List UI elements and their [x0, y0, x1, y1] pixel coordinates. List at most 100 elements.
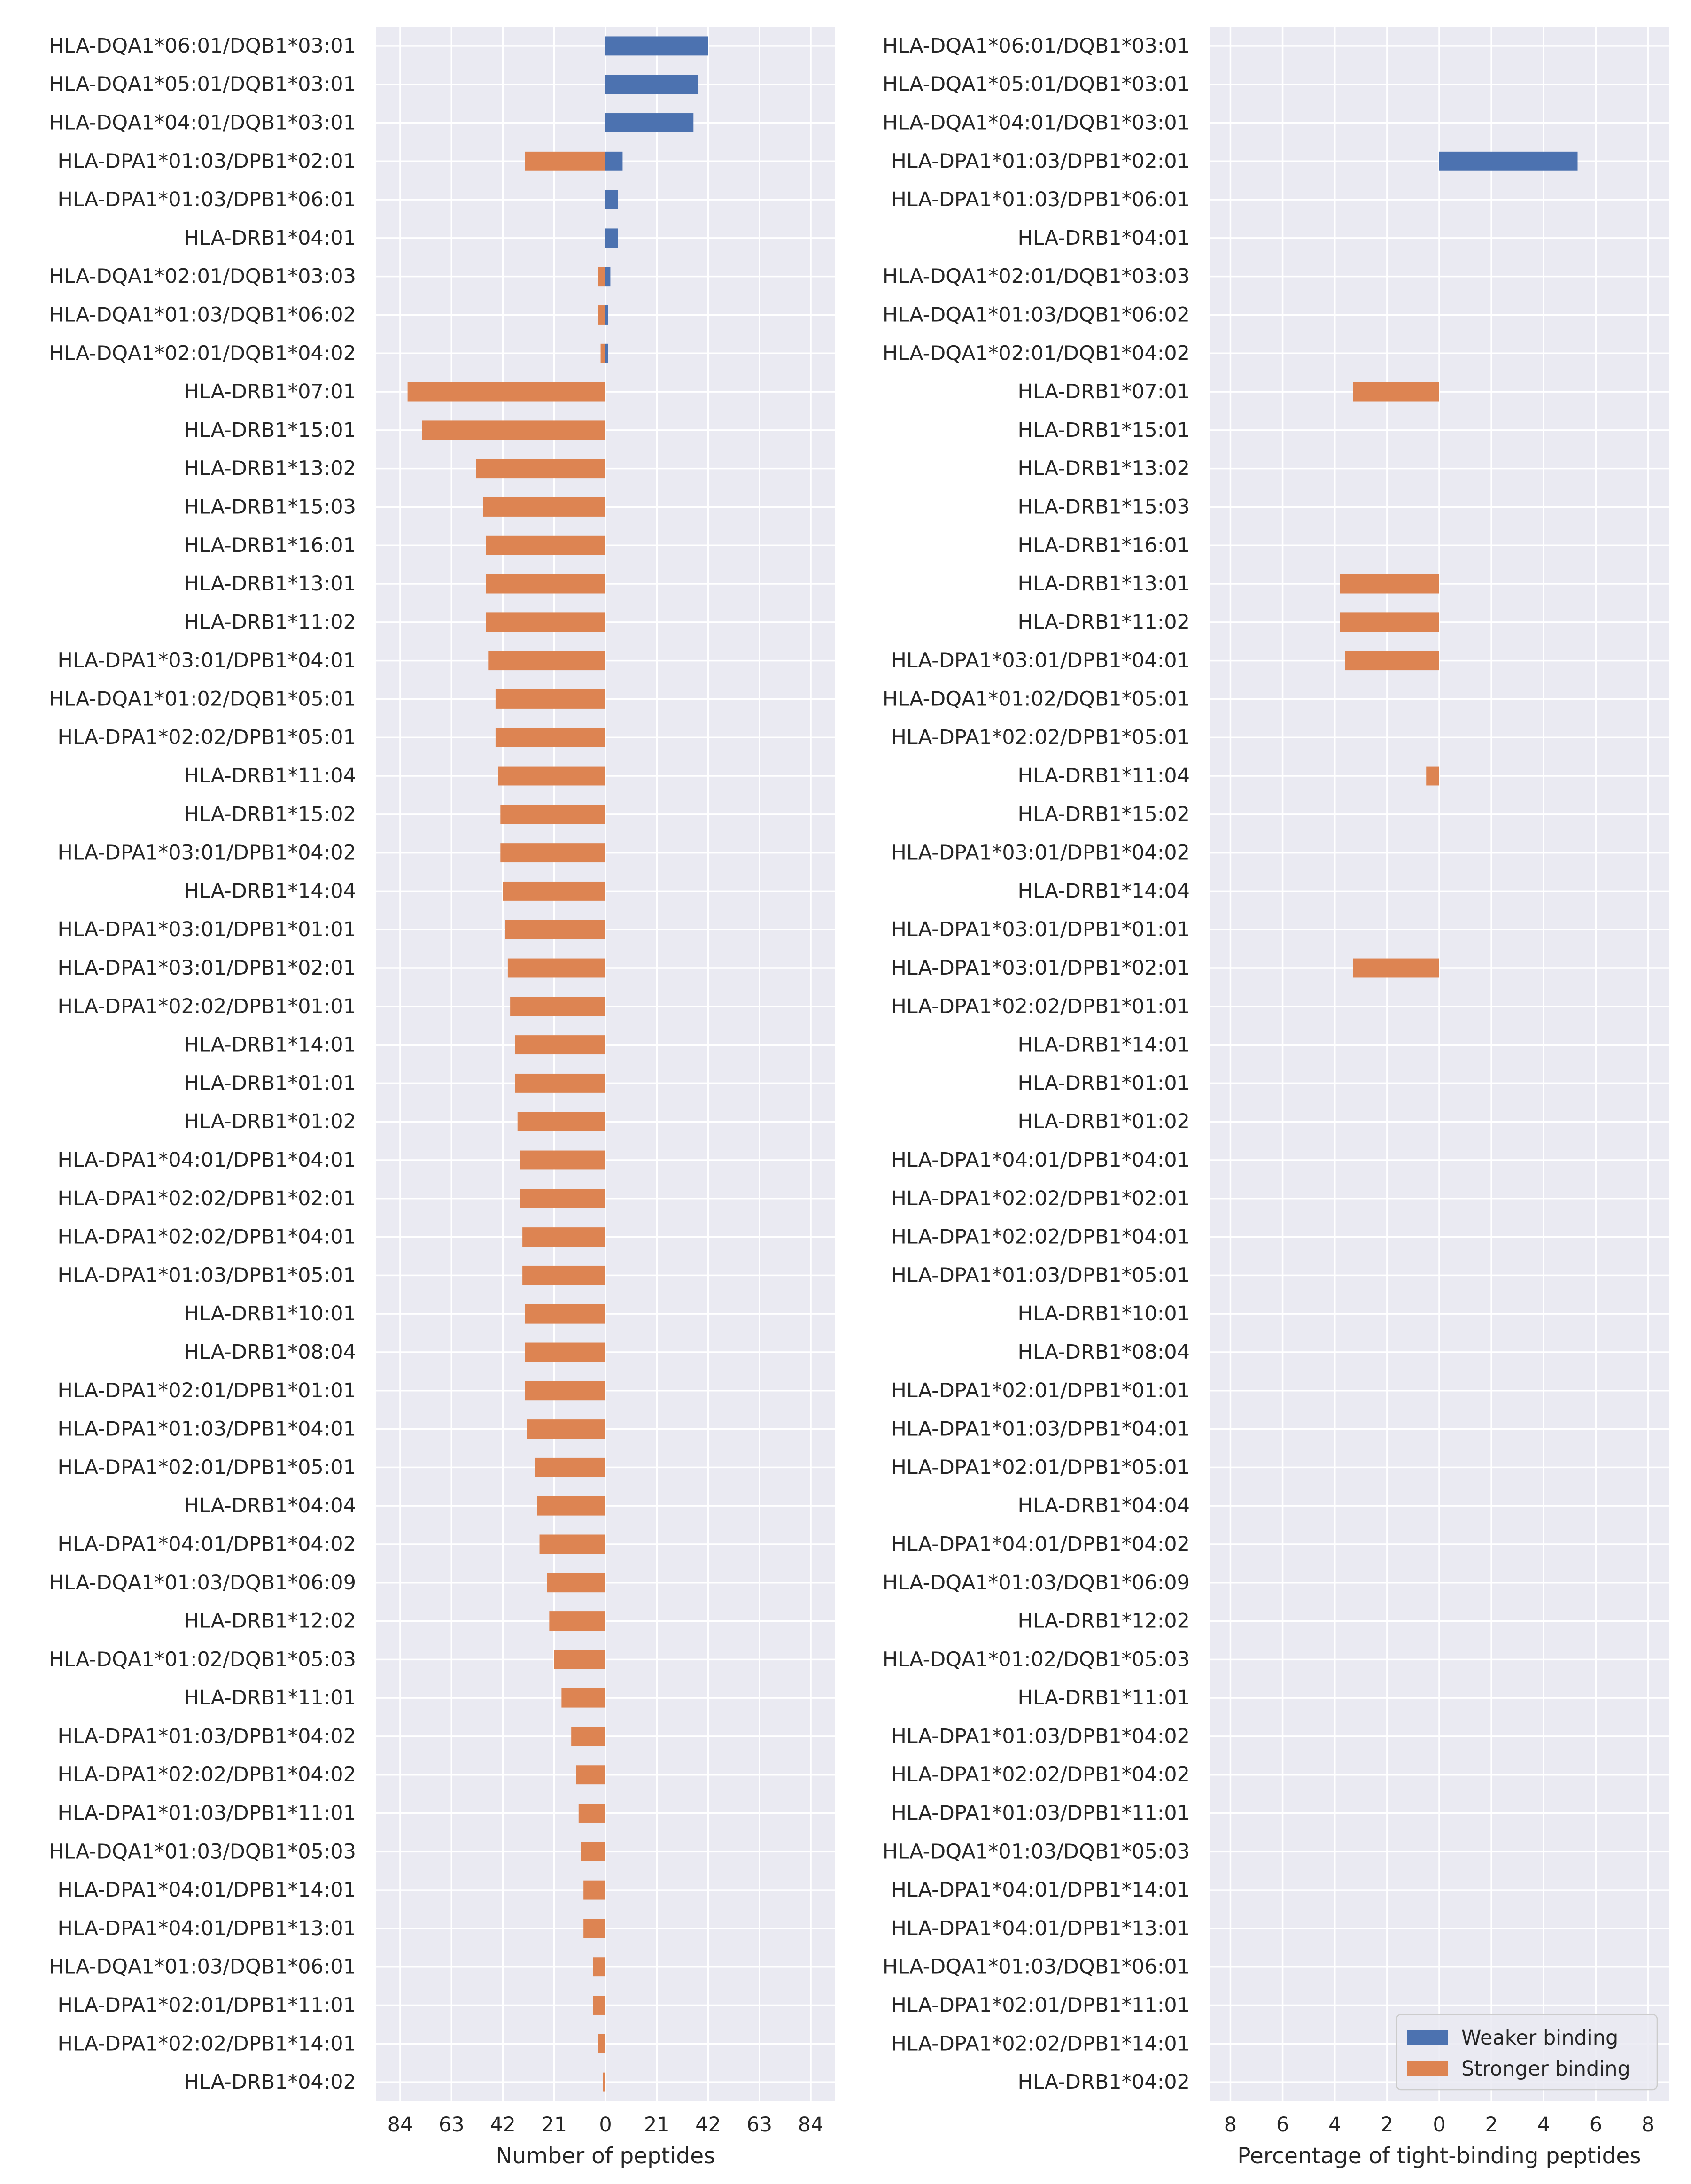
bar-stronger-binding [583, 1880, 605, 1900]
x-tick-label: 6 [1590, 2113, 1602, 2137]
y-tick-label: HLA-DPA1*01:03/DPB1*04:01 [57, 1417, 356, 1441]
y-tick-label: HLA-DRB1*15:02 [1017, 803, 1190, 826]
y-tick-label: HLA-DPA1*02:02/DPB1*01:01 [57, 995, 356, 1018]
y-tick-label: HLA-DRB1*15:01 [184, 418, 356, 442]
legend-swatch [1407, 2061, 1448, 2076]
bar-stronger-binding [547, 1573, 605, 1593]
bar-weaker-binding [605, 75, 698, 94]
x-tick-label: 4 [1537, 2113, 1550, 2137]
y-tick-label: HLA-DRB1*01:01 [184, 1071, 356, 1095]
y-tick-label: HLA-DPA1*04:01/DPB1*13:01 [891, 1917, 1190, 1940]
bar-stronger-binding [593, 1996, 605, 2015]
y-tick-label: HLA-DPA1*03:01/DPB1*04:02 [891, 841, 1190, 865]
y-tick-label: HLA-DPA1*04:01/DPB1*13:01 [57, 1917, 356, 1940]
bar-stronger-binding [537, 1496, 605, 1516]
y-tick-label: HLA-DRB1*11:02 [1017, 611, 1190, 634]
bar-stronger-binding [576, 1765, 605, 1785]
y-tick-label: HLA-DPA1*04:01/DPB1*04:02 [891, 1533, 1190, 1556]
x-tick-label: 4 [1328, 2113, 1341, 2137]
y-tick-label: HLA-DRB1*11:04 [184, 764, 356, 788]
y-tick-label: HLA-DPA1*03:01/DPB1*02:01 [57, 956, 356, 980]
bar-stronger-binding [488, 651, 605, 671]
bar-stronger-binding [522, 1265, 605, 1285]
y-tick-label: HLA-DRB1*08:04 [184, 1340, 356, 1364]
y-tick-label: HLA-DPA1*01:03/DPB1*06:01 [891, 188, 1190, 211]
y-tick-label: HLA-DRB1*01:02 [1017, 1110, 1190, 1133]
y-tick-label: HLA-DPA1*02:02/DPB1*14:01 [891, 2032, 1190, 2055]
y-tick-label: HLA-DQA1*01:03/DQB1*06:09 [49, 1571, 356, 1595]
y-tick-label: HLA-DPA1*01:03/DPB1*04:02 [57, 1725, 356, 1748]
y-tick-label: HLA-DQA1*02:01/DQB1*04:02 [883, 341, 1190, 365]
y-tick-label: HLA-DPA1*02:02/DPB1*04:02 [57, 1763, 356, 1787]
y-tick-label: HLA-DPA1*02:02/DPB1*05:01 [57, 726, 356, 749]
y-tick-label: HLA-DPA1*01:03/DPB1*11:01 [57, 1802, 356, 1825]
bar-stronger-binding [598, 2034, 605, 2053]
legend-swatch [1407, 2030, 1448, 2045]
x-tick-label: 84 [388, 2113, 413, 2137]
y-tick-label: HLA-DPA1*02:01/DPB1*11:01 [891, 1994, 1190, 2017]
y-tick-label: HLA-DRB1*13:01 [1017, 572, 1190, 596]
y-tick-label: HLA-DPA1*03:01/DPB1*02:01 [891, 956, 1190, 980]
y-tick-label: HLA-DPA1*01:03/DPB1*11:01 [891, 1802, 1190, 1825]
bar-weaker-binding [605, 267, 611, 287]
bar-stronger-binding [571, 1727, 605, 1746]
right-panel-tight-binding-percentage: HLA-DQA1*06:01/DQB1*03:01 HLA-DQA1*05:01/… [883, 27, 1669, 2169]
bar-stronger-binding [1340, 574, 1439, 594]
bar-stronger-binding [527, 1419, 605, 1439]
left-panel-peptide-counts: HLA-DQA1*06:01/DQB1*03:01 HLA-DQA1*05:01/… [49, 27, 835, 2169]
y-tick-label: HLA-DRB1*15:03 [184, 495, 356, 519]
y-tick-label: HLA-DPA1*02:01/DPB1*01:01 [891, 1379, 1190, 1402]
bar-stronger-binding [520, 1150, 605, 1170]
bar-stronger-binding [522, 1227, 605, 1247]
y-tick-label: HLA-DPA1*03:01/DPB1*01:01 [891, 918, 1190, 941]
y-tick-label: HLA-DQA1*02:01/DQB1*03:03 [49, 265, 356, 288]
bar-stronger-binding [515, 1035, 605, 1055]
y-tick-label: HLA-DRB1*04:04 [184, 1494, 356, 1518]
legend-label: Stronger binding [1461, 2057, 1630, 2081]
x-tick-label: 42 [695, 2113, 721, 2137]
bar-stronger-binding [561, 1688, 605, 1708]
y-tick-label: HLA-DPA1*01:03/DPB1*02:01 [891, 149, 1190, 173]
y-tick-label: HLA-DQA1*01:03/DQB1*05:03 [883, 1840, 1190, 1863]
y-tick-label: HLA-DRB1*11:01 [1017, 1686, 1190, 1710]
y-tick-label: HLA-DQA1*01:03/DQB1*06:01 [883, 1955, 1190, 1979]
y-tick-label: HLA-DRB1*14:04 [1017, 879, 1190, 903]
y-tick-label: HLA-DQA1*05:01/DQB1*03:01 [883, 73, 1190, 96]
y-tick-label: HLA-DPA1*01:03/DPB1*02:01 [57, 149, 356, 173]
y-tick-label: HLA-DRB1*07:01 [184, 380, 356, 403]
bar-weaker-binding [605, 151, 623, 171]
y-tick-label: HLA-DQA1*01:03/DQB1*05:03 [49, 1840, 356, 1863]
bar-stronger-binding [535, 1457, 605, 1477]
bar-stronger-binding [486, 612, 605, 632]
y-tick-label: HLA-DRB1*10:01 [1017, 1302, 1190, 1325]
y-tick-label: HLA-DRB1*04:01 [1017, 226, 1190, 250]
legend: Weaker binding Stronger binding [1396, 2014, 1658, 2091]
y-tick-label: HLA-DRB1*14:04 [184, 879, 356, 903]
y-tick-label: HLA-DQA1*01:02/DQB1*05:03 [883, 1648, 1190, 1671]
y-tick-label: HLA-DRB1*10:01 [184, 1302, 356, 1325]
y-tick-label: HLA-DPA1*02:01/DPB1*05:01 [57, 1456, 356, 1479]
bar-stronger-binding [520, 1189, 605, 1208]
y-tick-label: HLA-DPA1*02:01/DPB1*11:01 [57, 1994, 356, 2017]
y-tick-label: HLA-DRB1*16:01 [184, 534, 356, 557]
bar-stronger-binding [422, 420, 605, 440]
x-tick-label: 42 [490, 2113, 516, 2137]
y-tick-label: HLA-DQA1*04:01/DQB1*03:01 [883, 111, 1190, 134]
y-tick-label: HLA-DPA1*01:03/DPB1*04:01 [891, 1417, 1190, 1441]
y-tick-label: HLA-DRB1*15:02 [184, 803, 356, 826]
y-tick-label: HLA-DPA1*03:01/DPB1*04:01 [57, 649, 356, 673]
y-tick-label: HLA-DPA1*02:02/DPB1*04:01 [57, 1225, 356, 1249]
y-tick-label: HLA-DRB1*04:04 [1017, 1494, 1190, 1518]
x-tick-label: 2 [1485, 2113, 1497, 2137]
bar-weaker-binding [605, 228, 618, 248]
bar-stronger-binding [483, 497, 605, 517]
y-tick-label: HLA-DRB1*13:01 [184, 572, 356, 596]
y-tick-label: HLA-DRB1*14:01 [1017, 1033, 1190, 1057]
bar-stronger-binding [583, 1919, 605, 1938]
bar-stronger-binding [578, 1804, 605, 1823]
bar-stronger-binding [505, 920, 605, 939]
y-tick-label: HLA-DRB1*15:01 [1017, 418, 1190, 442]
y-tick-label: HLA-DPA1*01:03/DPB1*04:02 [891, 1725, 1190, 1748]
bar-stronger-binding [495, 728, 605, 747]
y-tick-label: HLA-DRB1*01:02 [184, 1110, 356, 1133]
